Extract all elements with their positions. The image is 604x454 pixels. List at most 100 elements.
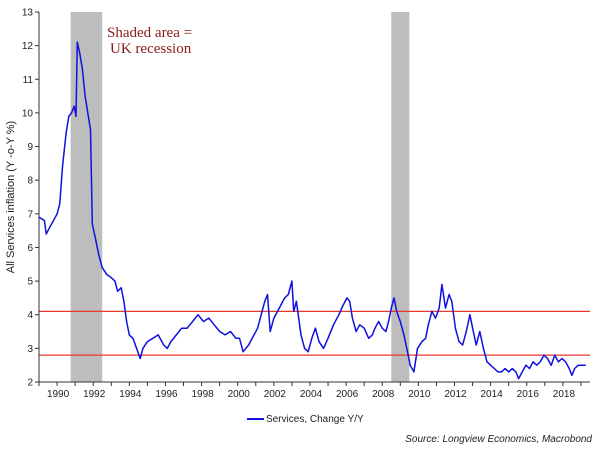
data-point: [571, 374, 573, 376]
data-point: [434, 317, 437, 319]
data-point: [521, 371, 523, 373]
x-tick-label: 2004: [300, 389, 323, 400]
y-tick-label: 8: [27, 176, 33, 187]
data-point: [322, 347, 325, 349]
y-tick-label: 11: [23, 75, 34, 86]
data-point: [355, 330, 357, 333]
axes: [38, 12, 590, 383]
x-tick-label: 2008: [372, 389, 395, 400]
data-point: [197, 314, 199, 316]
data-point: [368, 337, 370, 339]
data-point: [403, 334, 405, 336]
y-tick-label: 13: [22, 8, 34, 19]
data-point: [73, 105, 75, 107]
data-point: [584, 364, 587, 366]
data-point: [581, 364, 583, 366]
data-point: [166, 347, 168, 349]
data-point: [525, 364, 527, 366]
data-point: [550, 364, 552, 366]
y-axis-ticks: 2 3 4 5 6 7 8 9 10 11 12 13: [22, 8, 39, 389]
y-tick-label: 9: [27, 142, 33, 153]
data-point: [300, 334, 302, 336]
data-point: [213, 324, 215, 326]
data-point: [135, 347, 138, 349]
data-point: [170, 341, 172, 343]
data-point: [349, 300, 351, 302]
data-point: [438, 307, 440, 309]
x-tick-label: 1994: [119, 389, 142, 400]
data-point: [45, 233, 47, 235]
x-tick-label: 2012: [444, 389, 467, 400]
data-point: [256, 327, 259, 329]
data-point: [123, 300, 125, 302]
x-tick-label: 2000: [228, 389, 251, 400]
data-point: [390, 307, 392, 309]
x-tick-label: 2010: [408, 389, 431, 400]
x-tick-label: 2002: [264, 389, 287, 400]
series-line-services: [38, 41, 586, 380]
data-point: [76, 41, 78, 43]
data-point: [511, 367, 513, 370]
y-tick-label: 12: [22, 41, 34, 52]
data-point: [291, 280, 293, 282]
data-point: [539, 361, 541, 363]
data-point: [219, 330, 221, 333]
data-point: [497, 371, 499, 373]
data-point: [264, 300, 266, 302]
data-point: [43, 219, 46, 222]
data-point: [385, 330, 387, 333]
data-point: [378, 320, 380, 323]
data-point: [98, 253, 100, 255]
data-point: [451, 300, 453, 302]
data-point: [266, 293, 269, 296]
data-point: [486, 361, 488, 363]
data-point: [287, 293, 289, 296]
data-point: [536, 364, 538, 366]
annotation-line-1: Shaded area =: [107, 25, 192, 41]
data-point: [95, 240, 97, 242]
data-point: [543, 354, 545, 356]
x-tick-label: 2014: [481, 389, 504, 400]
data-point: [191, 320, 194, 323]
data-point: [253, 334, 255, 336]
data-point: [342, 304, 345, 306]
data-point: [139, 357, 141, 360]
data-point: [413, 371, 415, 373]
legend: Services, Change Y/Y: [247, 414, 364, 425]
data-point: [490, 364, 492, 366]
data-point: [493, 367, 495, 370]
data-point: [471, 327, 474, 329]
data-point: [518, 378, 520, 380]
data-point: [469, 314, 471, 316]
data-point: [363, 327, 365, 329]
data-point: [307, 351, 309, 353]
data-point: [303, 347, 306, 349]
data-point: [242, 351, 244, 353]
data-point: [181, 327, 183, 329]
data-point: [235, 337, 237, 339]
data-point: [338, 314, 340, 316]
data-point: [260, 314, 262, 316]
data-point: [475, 344, 477, 346]
data-point: [126, 320, 128, 323]
data-point: [91, 223, 93, 225]
source-note: Source: Longview Economics, Macrobond: [405, 434, 592, 445]
data-point: [574, 367, 576, 370]
data-point: [208, 317, 210, 319]
data-point: [295, 300, 298, 302]
data-point: [224, 334, 226, 336]
data-point: [332, 324, 335, 326]
data-point: [75, 115, 77, 117]
data-point: [152, 337, 154, 339]
data-point: [359, 324, 361, 326]
data-point: [546, 357, 549, 360]
data-point: [568, 367, 570, 370]
reference-lines: [39, 310, 590, 356]
data-point: [371, 334, 373, 336]
y-tick-label: 2: [27, 378, 33, 389]
y-tick-label: 10: [22, 108, 34, 119]
y-tick-label: 7: [27, 209, 33, 220]
data-point: [393, 297, 395, 299]
data-point: [79, 51, 81, 53]
data-point: [441, 283, 443, 286]
